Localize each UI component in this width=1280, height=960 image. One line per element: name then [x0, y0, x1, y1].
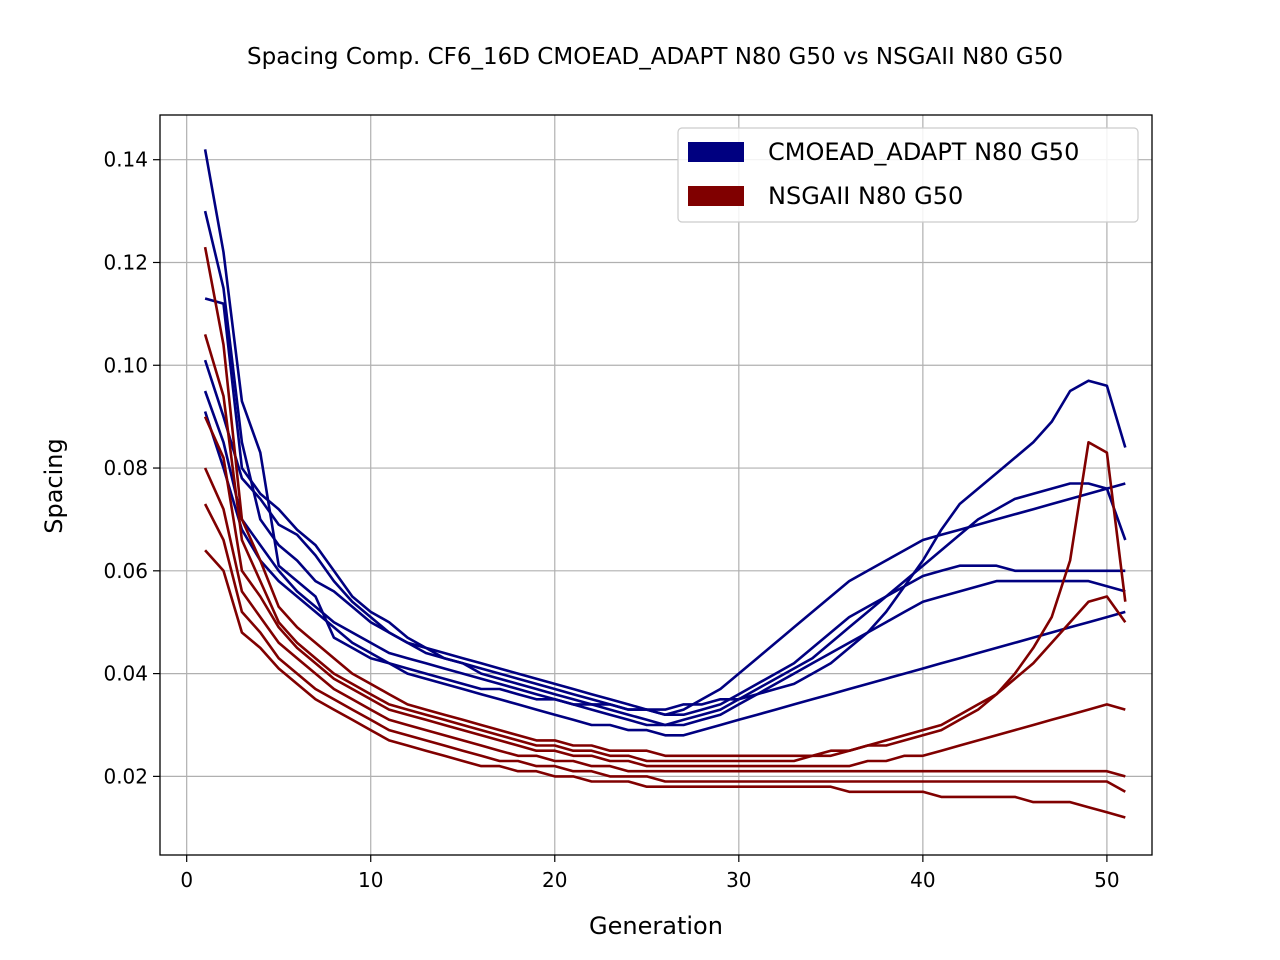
- series-line-8: [203, 334, 1127, 763]
- x-tick-label: 30: [726, 868, 751, 892]
- y-axis-label: Spacing: [40, 438, 68, 533]
- series-line-12: [204, 549, 1126, 819]
- x-tick-label: 10: [358, 868, 383, 892]
- legend: CMOEAD_ADAPT N80 G50 NSGAII N80 G50: [677, 127, 1139, 223]
- x-tick-label: 0: [180, 868, 193, 892]
- plot-area: [160, 115, 1152, 855]
- y-tick-label: 0.06: [103, 559, 148, 583]
- series-line-10: [203, 467, 1126, 778]
- y-axis: 0.02 0.04 0.06 0.08 0.10 0.12 0.14: [103, 148, 160, 788]
- x-tick-label: 50: [1094, 868, 1119, 892]
- series-line-1: [203, 149, 1127, 711]
- legend-box: [677, 127, 1139, 223]
- y-tick-label: 0.10: [103, 353, 148, 377]
- series-line-11: [203, 503, 1126, 793]
- x-tick-label: 40: [910, 868, 935, 892]
- chart-title: Spacing Comp. CF6_16D CMOEAD_ADAPT N80 G…: [247, 44, 1063, 70]
- y-tick-label: 0.08: [103, 456, 148, 480]
- series-line-9: [203, 416, 1126, 768]
- series-group: [203, 149, 1127, 819]
- x-axis-label: Generation: [589, 912, 723, 940]
- legend-swatch: [688, 142, 744, 162]
- legend-swatch: [688, 186, 744, 206]
- series-line-7: [203, 246, 1127, 758]
- legend-label: CMOEAD_ADAPT N80 G50: [768, 138, 1079, 166]
- y-tick-label: 0.14: [103, 148, 148, 172]
- series-line-6: [203, 411, 1126, 737]
- series-line-5: [203, 390, 1126, 727]
- y-tick-label: 0.02: [103, 764, 148, 788]
- y-tick-label: 0.12: [103, 250, 148, 274]
- legend-label: NSGAII N80 G50: [768, 182, 963, 210]
- y-tick-label: 0.04: [103, 662, 148, 686]
- x-axis: 0 10 20 30 40 50: [180, 855, 1120, 892]
- series-line-4: [203, 359, 1126, 717]
- plot-frame: [159, 114, 1153, 856]
- x-tick-label: 20: [542, 868, 567, 892]
